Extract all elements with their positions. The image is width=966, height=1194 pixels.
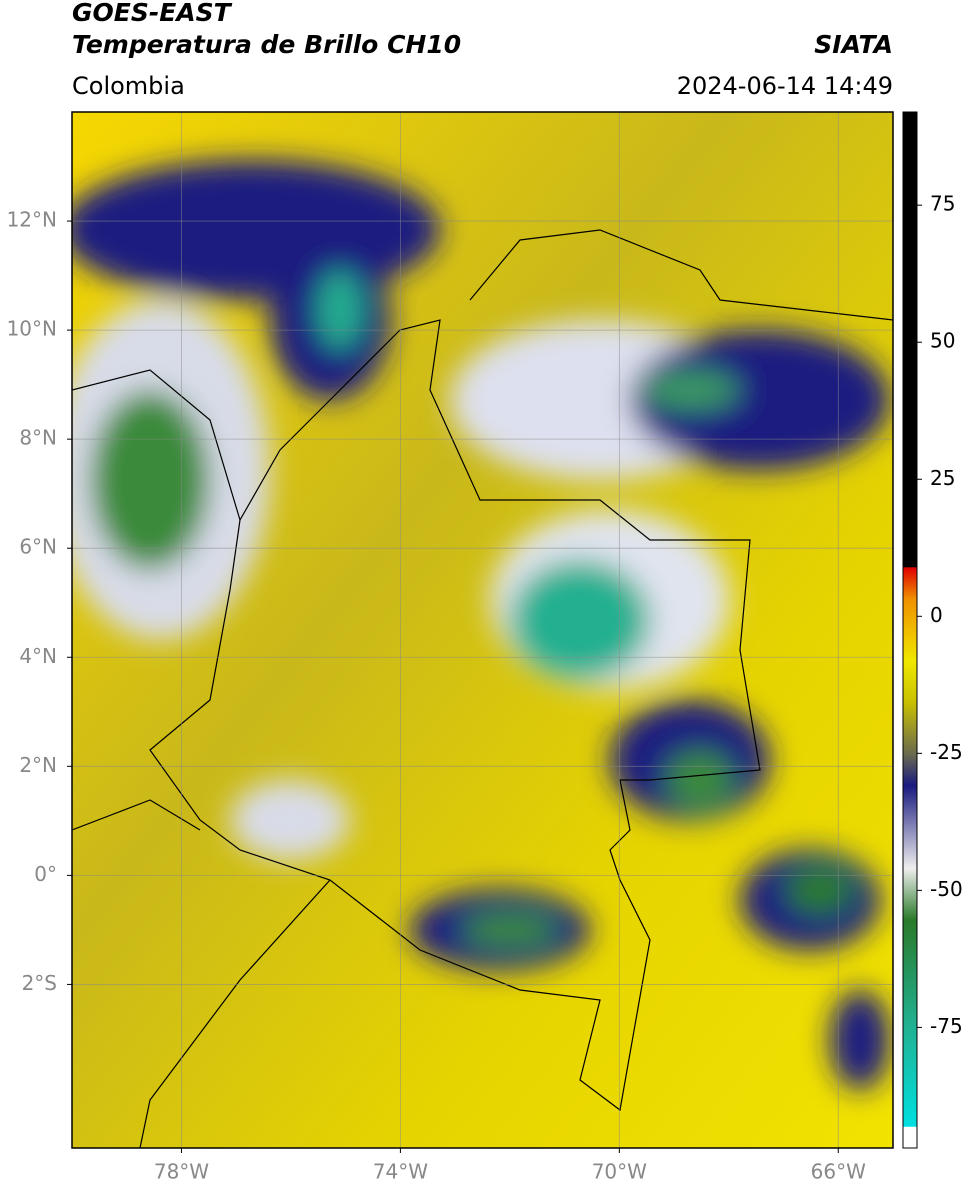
boundaries <box>72 229 893 1148</box>
map-frame <box>71 111 894 1149</box>
colorbar-tick-label: 25 <box>930 466 955 490</box>
y-tick-label: 0° <box>34 862 57 886</box>
colorbar-tick-label: 75 <box>930 192 955 216</box>
colorbar-tick-label: 50 <box>930 329 955 353</box>
subtitle: Temperatura de Brillo CH10 <box>72 30 461 59</box>
x-tick-label: 66°W <box>811 1160 866 1184</box>
y-tick-label: 6°N <box>19 535 57 559</box>
datetime: 2024-06-14 14:49 <box>677 72 893 100</box>
clouds <box>72 160 890 1090</box>
colorbar <box>902 111 918 1149</box>
imagery <box>72 112 893 1148</box>
source: SIATA <box>814 30 893 59</box>
colorbar-tick-label: -75 <box>930 1014 963 1038</box>
colorbar-tick-label: -25 <box>930 740 963 764</box>
x-tick-label: 78°W <box>154 1160 209 1184</box>
x-tick-label: 74°W <box>373 1160 428 1184</box>
x-tick-label: 70°W <box>592 1160 647 1184</box>
y-tick-label: 8°N <box>19 426 57 450</box>
colorbar-tick-label: -50 <box>930 877 963 901</box>
colorbar-tick-label: 0 <box>930 603 943 627</box>
y-tick-label: 4°N <box>19 644 57 668</box>
y-tick-label: 2°S <box>22 971 57 995</box>
y-tick-label: 2°N <box>19 753 57 777</box>
grid <box>72 112 893 1148</box>
region: Colombia <box>72 72 185 100</box>
y-tick-label: 10°N <box>7 317 57 341</box>
title: GOES-EAST <box>72 0 233 27</box>
y-tick-label: 12°N <box>7 208 57 232</box>
